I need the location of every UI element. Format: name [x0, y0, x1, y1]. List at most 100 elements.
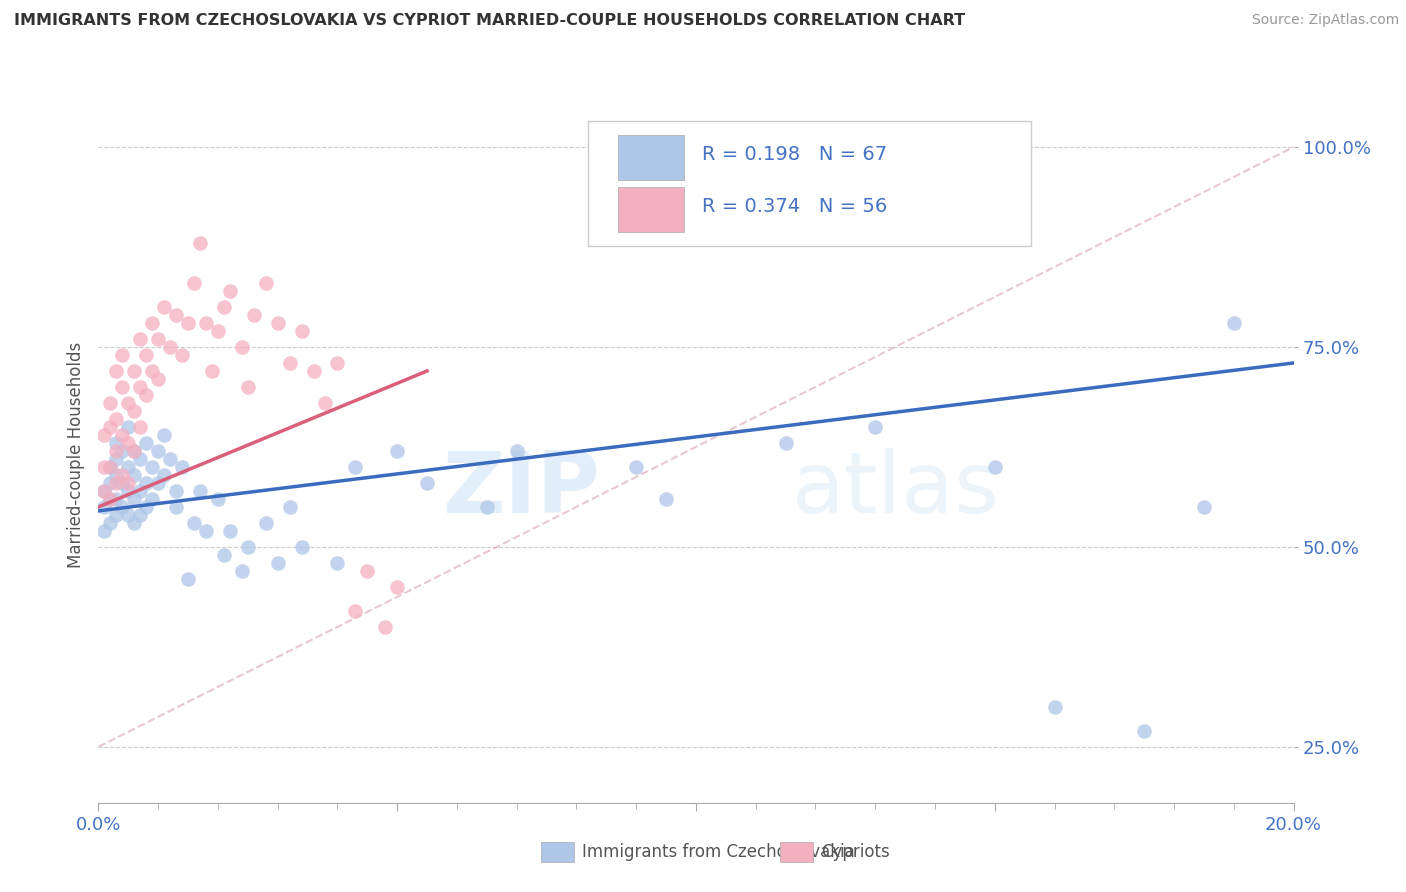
Point [207, 491, 229, 506]
Point [141, 491, 163, 506]
Point [105, 475, 128, 490]
Text: IMMIGRANTS FROM CZECHOSLOVAKIA VS CYPRIOT MARRIED-COUPLE HOUSEHOLDS CORRELATION : IMMIGRANTS FROM CZECHOSLOVAKIA VS CYPRIO… [14, 13, 965, 29]
Point [105, 436, 128, 450]
Point [105, 491, 128, 506]
Point [111, 467, 134, 482]
Point [98, 475, 122, 490]
Point [236, 380, 259, 394]
Point [117, 436, 139, 450]
Point [159, 451, 181, 466]
Point [105, 412, 128, 426]
Point [117, 475, 139, 490]
Point [129, 508, 152, 522]
Point [219, 284, 242, 298]
Point [124, 467, 146, 482]
Point [212, 548, 235, 562]
Point [344, 604, 367, 618]
Text: R = 0.198   N = 67: R = 0.198 N = 67 [702, 145, 887, 164]
Point [124, 516, 146, 530]
Point [111, 380, 134, 394]
Point [117, 508, 139, 522]
Point [148, 332, 170, 346]
Point [153, 467, 176, 482]
Point [212, 300, 235, 314]
Point [117, 459, 139, 474]
Point [1043, 699, 1066, 714]
Point [183, 276, 205, 290]
Point [374, 620, 396, 634]
Point [290, 324, 312, 338]
Point [93, 524, 115, 538]
Point [254, 276, 277, 290]
Point [129, 451, 152, 466]
Point [141, 316, 163, 330]
Point [159, 340, 181, 354]
Point [135, 500, 157, 514]
Point [231, 340, 253, 354]
Point [278, 356, 301, 370]
Point [416, 475, 439, 490]
Point [188, 235, 211, 250]
Point [124, 444, 146, 458]
Bar [619, 135, 683, 180]
Point [98, 491, 122, 506]
Point [165, 500, 187, 514]
Point [111, 500, 134, 514]
Point [117, 396, 139, 410]
Point [356, 564, 378, 578]
Point [135, 348, 157, 362]
Point [194, 524, 218, 538]
Point [385, 444, 409, 458]
Point [1192, 500, 1215, 514]
Point [105, 508, 128, 522]
Point [98, 459, 122, 474]
Point [124, 491, 146, 506]
Point [231, 564, 253, 578]
Point [983, 459, 1005, 474]
Point [124, 444, 146, 458]
Point [219, 524, 242, 538]
Point [141, 459, 163, 474]
Point [177, 572, 200, 586]
Point [153, 428, 176, 442]
Point [194, 316, 218, 330]
Point [775, 436, 797, 450]
Point [344, 459, 367, 474]
Point [1223, 316, 1246, 330]
Text: ZIP: ZIP [443, 448, 600, 532]
Point [105, 451, 128, 466]
Point [93, 483, 115, 498]
Point [111, 428, 134, 442]
Point [153, 300, 176, 314]
Point [98, 491, 122, 506]
Point [326, 556, 349, 570]
Point [177, 316, 200, 330]
Point [188, 483, 211, 498]
Point [254, 516, 277, 530]
Point [267, 316, 290, 330]
Text: Source: ZipAtlas.com: Source: ZipAtlas.com [1251, 13, 1399, 28]
Point [183, 516, 205, 530]
Text: Cypriots: Cypriots [821, 843, 890, 861]
Point [207, 324, 229, 338]
Point [201, 364, 224, 378]
Point [98, 516, 122, 530]
Point [135, 475, 157, 490]
Point [165, 308, 187, 322]
Point [105, 467, 128, 482]
Point [135, 388, 157, 402]
Point [290, 540, 312, 554]
Point [243, 308, 266, 322]
Point [111, 444, 134, 458]
Point [315, 396, 337, 410]
Point [105, 444, 128, 458]
Point [865, 420, 887, 434]
Point [98, 396, 122, 410]
Point [93, 459, 115, 474]
Point [141, 364, 163, 378]
Point [172, 459, 194, 474]
Bar [779, 842, 813, 862]
Point [111, 475, 134, 490]
Text: Immigrants from Czechoslovakia: Immigrants from Czechoslovakia [582, 843, 855, 861]
Point [93, 500, 115, 514]
